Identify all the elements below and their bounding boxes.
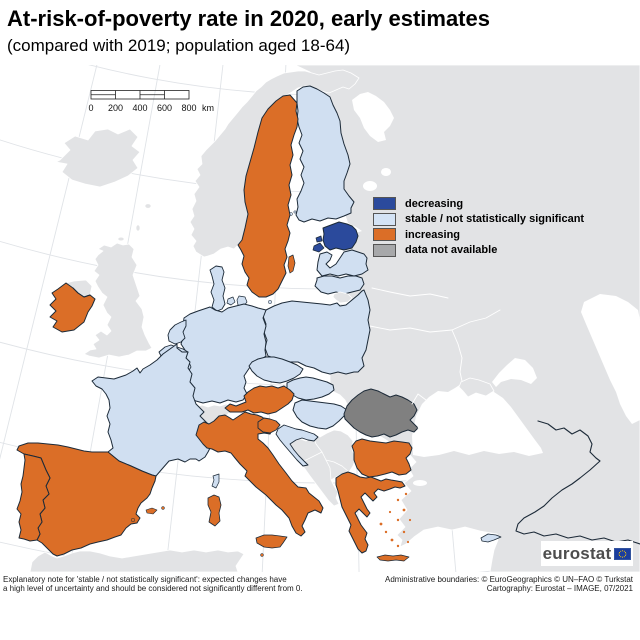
svg-text:600: 600 <box>157 103 172 113</box>
svg-text:km: km <box>202 103 214 113</box>
svg-text:200: 200 <box>108 103 123 113</box>
svg-text:400: 400 <box>132 103 147 113</box>
svg-text:0: 0 <box>88 103 93 113</box>
svg-text:800: 800 <box>181 103 196 113</box>
